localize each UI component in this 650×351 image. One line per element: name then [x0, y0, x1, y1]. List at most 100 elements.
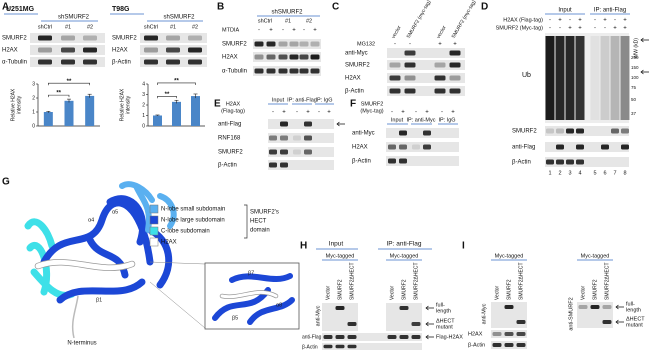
y-axis-label: Relative H2AX — [119, 88, 125, 121]
label: - — [415, 110, 417, 116]
blot-band — [144, 47, 158, 53]
panel-letter: D — [481, 2, 488, 13]
blot-band — [278, 68, 288, 74]
blot-band — [546, 128, 554, 134]
blot-band — [335, 306, 345, 310]
label: + — [282, 110, 286, 116]
label: SMURF2 — [345, 63, 370, 69]
label: mutant — [626, 322, 643, 328]
blot-band — [449, 75, 461, 81]
label: (Flag-tag) — [221, 108, 245, 114]
label: (Myc-tag) — [360, 108, 383, 114]
label: Vector — [389, 285, 395, 300]
blot-band — [266, 41, 276, 47]
label: β-Actin — [345, 89, 364, 95]
blot-band — [423, 144, 431, 150]
blot-band — [278, 54, 288, 60]
y-tick-label: 3 — [32, 81, 35, 87]
ribbon — [24, 218, 56, 250]
bar — [85, 95, 95, 126]
label: + — [313, 28, 317, 34]
label: - — [549, 18, 551, 24]
blot-band — [335, 344, 345, 349]
blot-band — [289, 68, 299, 74]
label: + — [425, 110, 429, 116]
blot — [322, 343, 422, 350]
blot-band — [310, 41, 320, 47]
label: Vector — [325, 285, 331, 300]
n-terminus-chain — [71, 295, 79, 339]
blot-band — [266, 54, 276, 60]
legend-swatch — [149, 204, 159, 214]
bar — [172, 101, 181, 126]
label: α5 — [112, 209, 118, 215]
legend-swatch — [149, 215, 159, 225]
blot-band — [404, 75, 416, 81]
label: β5 — [232, 315, 238, 321]
label: length — [626, 307, 641, 313]
blot — [545, 142, 629, 152]
label: anti-Myc — [352, 131, 375, 137]
label: SMURF2 — [222, 42, 247, 48]
blot-band — [389, 88, 401, 94]
label: N-lobe small subdomain — [161, 207, 225, 213]
significance: ** — [56, 91, 61, 97]
ribbon — [212, 287, 271, 321]
blot-band — [254, 54, 264, 60]
label: #2 — [87, 24, 93, 30]
label: - — [441, 110, 443, 116]
bar — [43, 112, 53, 126]
arrow — [425, 305, 434, 311]
label: - — [258, 28, 260, 34]
label: 6 — [603, 170, 606, 176]
label: - — [409, 42, 411, 48]
label: H2AX (Flag-tag) — [503, 17, 543, 23]
blot-band — [38, 59, 52, 65]
blot-band — [304, 135, 312, 141]
y-tick-label: 2 — [142, 102, 145, 108]
blot-smear — [610, 36, 620, 120]
blot — [268, 133, 334, 143]
label: - — [549, 26, 551, 32]
mw-marker: 100 — [631, 75, 639, 80]
blot-band — [404, 62, 416, 68]
blot-band — [144, 35, 158, 41]
label: shSMURF2 — [163, 15, 195, 21]
label: + — [453, 42, 457, 48]
mw-marker: 75 — [631, 85, 637, 90]
label: anti-Myc — [481, 303, 487, 324]
blot-band — [578, 305, 588, 309]
label: - — [318, 110, 320, 116]
label: + — [451, 110, 455, 116]
label: - — [614, 18, 616, 24]
blot-band — [399, 144, 407, 150]
blot-band — [412, 144, 420, 150]
label: β-Actin — [218, 163, 237, 169]
ribbon — [133, 183, 152, 233]
blot-band — [516, 320, 526, 324]
label: anti-Myc — [345, 51, 368, 57]
label: + — [558, 18, 562, 24]
blot — [387, 86, 465, 96]
blot-band — [188, 59, 202, 65]
ribbon — [40, 199, 154, 266]
label: β-Actin — [112, 60, 131, 66]
legend-swatch — [149, 237, 159, 247]
label: β-Actin — [302, 344, 318, 350]
label: β1 — [96, 297, 102, 303]
label: Ub — [522, 72, 531, 79]
blot-band — [335, 335, 345, 339]
label: Myc-tagged — [581, 253, 610, 259]
label: + — [327, 110, 331, 116]
blot-band — [166, 47, 180, 53]
blot-band — [38, 35, 52, 41]
arrow — [425, 321, 434, 327]
label: ΔHECT — [626, 316, 645, 322]
blot-band — [254, 41, 264, 47]
y-axis-label: intensity — [16, 95, 22, 114]
panel-letter: B — [217, 2, 224, 13]
blot-band — [299, 68, 309, 74]
label: α-Tubulin — [2, 60, 27, 66]
panel-letter: E — [214, 99, 221, 110]
blot-band — [504, 305, 514, 309]
